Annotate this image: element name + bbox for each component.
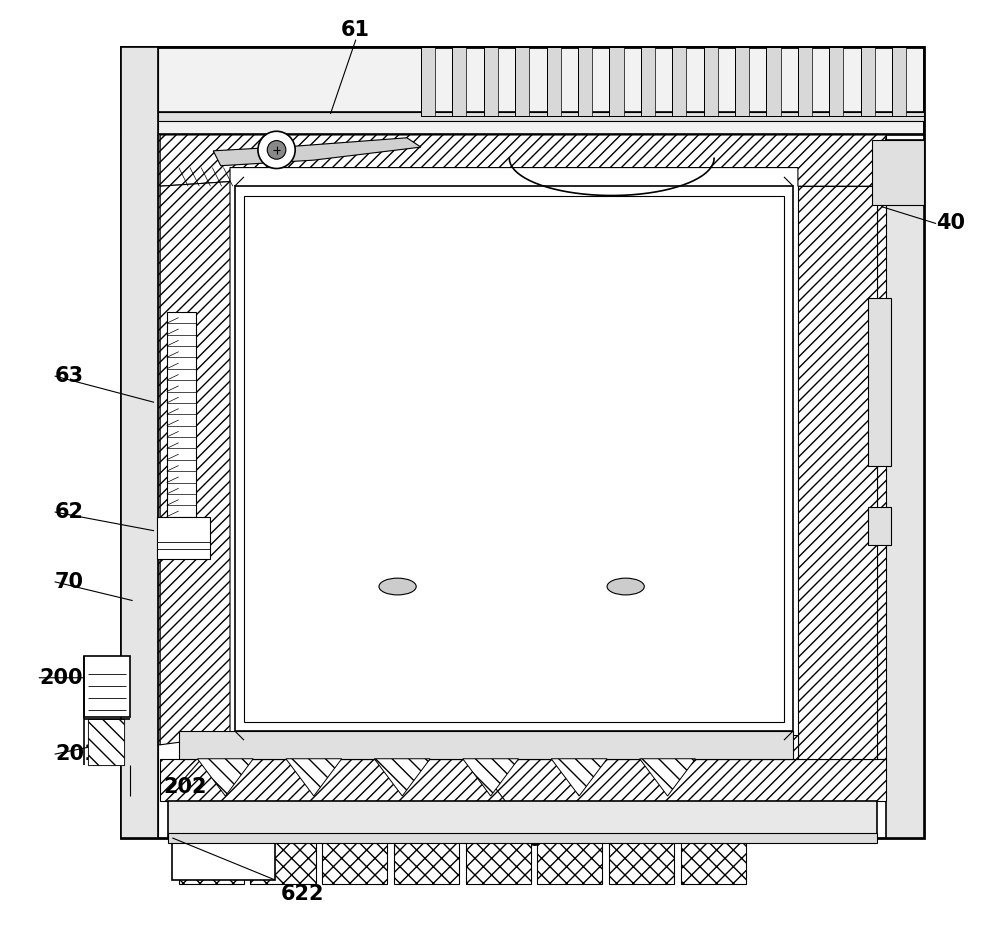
Bar [886,140,924,838]
Polygon shape [640,759,696,796]
Circle shape [258,131,295,169]
Polygon shape [88,719,124,765]
Bar [484,47,498,116]
Bar [681,838,746,884]
Bar [179,731,793,759]
Bar [861,47,892,116]
Text: 63: 63 [55,366,84,386]
Bar [484,47,515,116]
Polygon shape [160,182,230,745]
Bar [244,196,784,722]
Ellipse shape [607,578,644,595]
Polygon shape [197,759,253,796]
Bar [394,838,459,884]
Bar [167,312,196,517]
Polygon shape [798,186,877,759]
Bar [868,507,891,545]
Bar [515,47,547,116]
Bar [172,838,275,880]
Bar [578,47,592,116]
Text: 40: 40 [936,213,965,234]
Polygon shape [286,759,342,796]
Bar [322,838,387,884]
Bar [829,47,843,116]
Bar [452,47,484,116]
Bar [798,47,829,116]
Bar [168,801,877,838]
Bar [672,47,704,116]
Bar [179,838,244,884]
Polygon shape [213,138,421,166]
Bar [892,47,906,116]
Bar [537,838,602,884]
Text: 61: 61 [341,20,370,40]
Text: 200: 200 [39,668,83,688]
Text: 50: 50 [513,830,542,850]
Bar [872,140,924,205]
Bar [157,517,210,559]
Bar [235,186,793,731]
Bar [766,47,781,116]
Bar [421,47,452,116]
Bar [421,47,435,116]
Bar [547,47,561,116]
Bar [609,47,641,116]
Bar [735,47,749,116]
Bar [578,47,609,116]
Bar [641,47,655,116]
Bar [121,47,924,838]
Bar [609,47,624,116]
Bar [704,47,718,116]
Bar [766,47,798,116]
Bar [121,47,924,135]
Bar [88,719,124,765]
Bar [892,47,924,116]
Text: 622: 622 [281,884,324,904]
Bar [861,47,875,116]
Text: 70: 70 [55,572,84,592]
Bar [84,656,130,717]
Text: 62: 62 [55,502,84,522]
Ellipse shape [379,578,416,595]
Polygon shape [160,135,886,186]
Bar [250,838,316,884]
Polygon shape [877,135,886,759]
Circle shape [267,141,286,159]
Bar [547,47,578,116]
Polygon shape [551,759,607,796]
Bar [609,838,674,884]
Text: 201: 201 [55,744,98,764]
Bar [672,47,686,116]
Bar [121,112,924,121]
Bar [121,47,158,838]
Bar [829,47,861,116]
Bar [466,838,531,884]
Text: 202: 202 [164,777,207,797]
Bar [515,47,529,116]
Bar [168,833,877,843]
Polygon shape [158,134,160,745]
Bar [868,298,891,466]
Bar [452,47,466,116]
Bar [704,47,735,116]
Bar [798,47,812,116]
Polygon shape [230,735,798,759]
Polygon shape [374,759,430,796]
Bar [735,47,766,116]
Bar [641,47,672,116]
Polygon shape [160,759,886,801]
Polygon shape [463,759,519,796]
